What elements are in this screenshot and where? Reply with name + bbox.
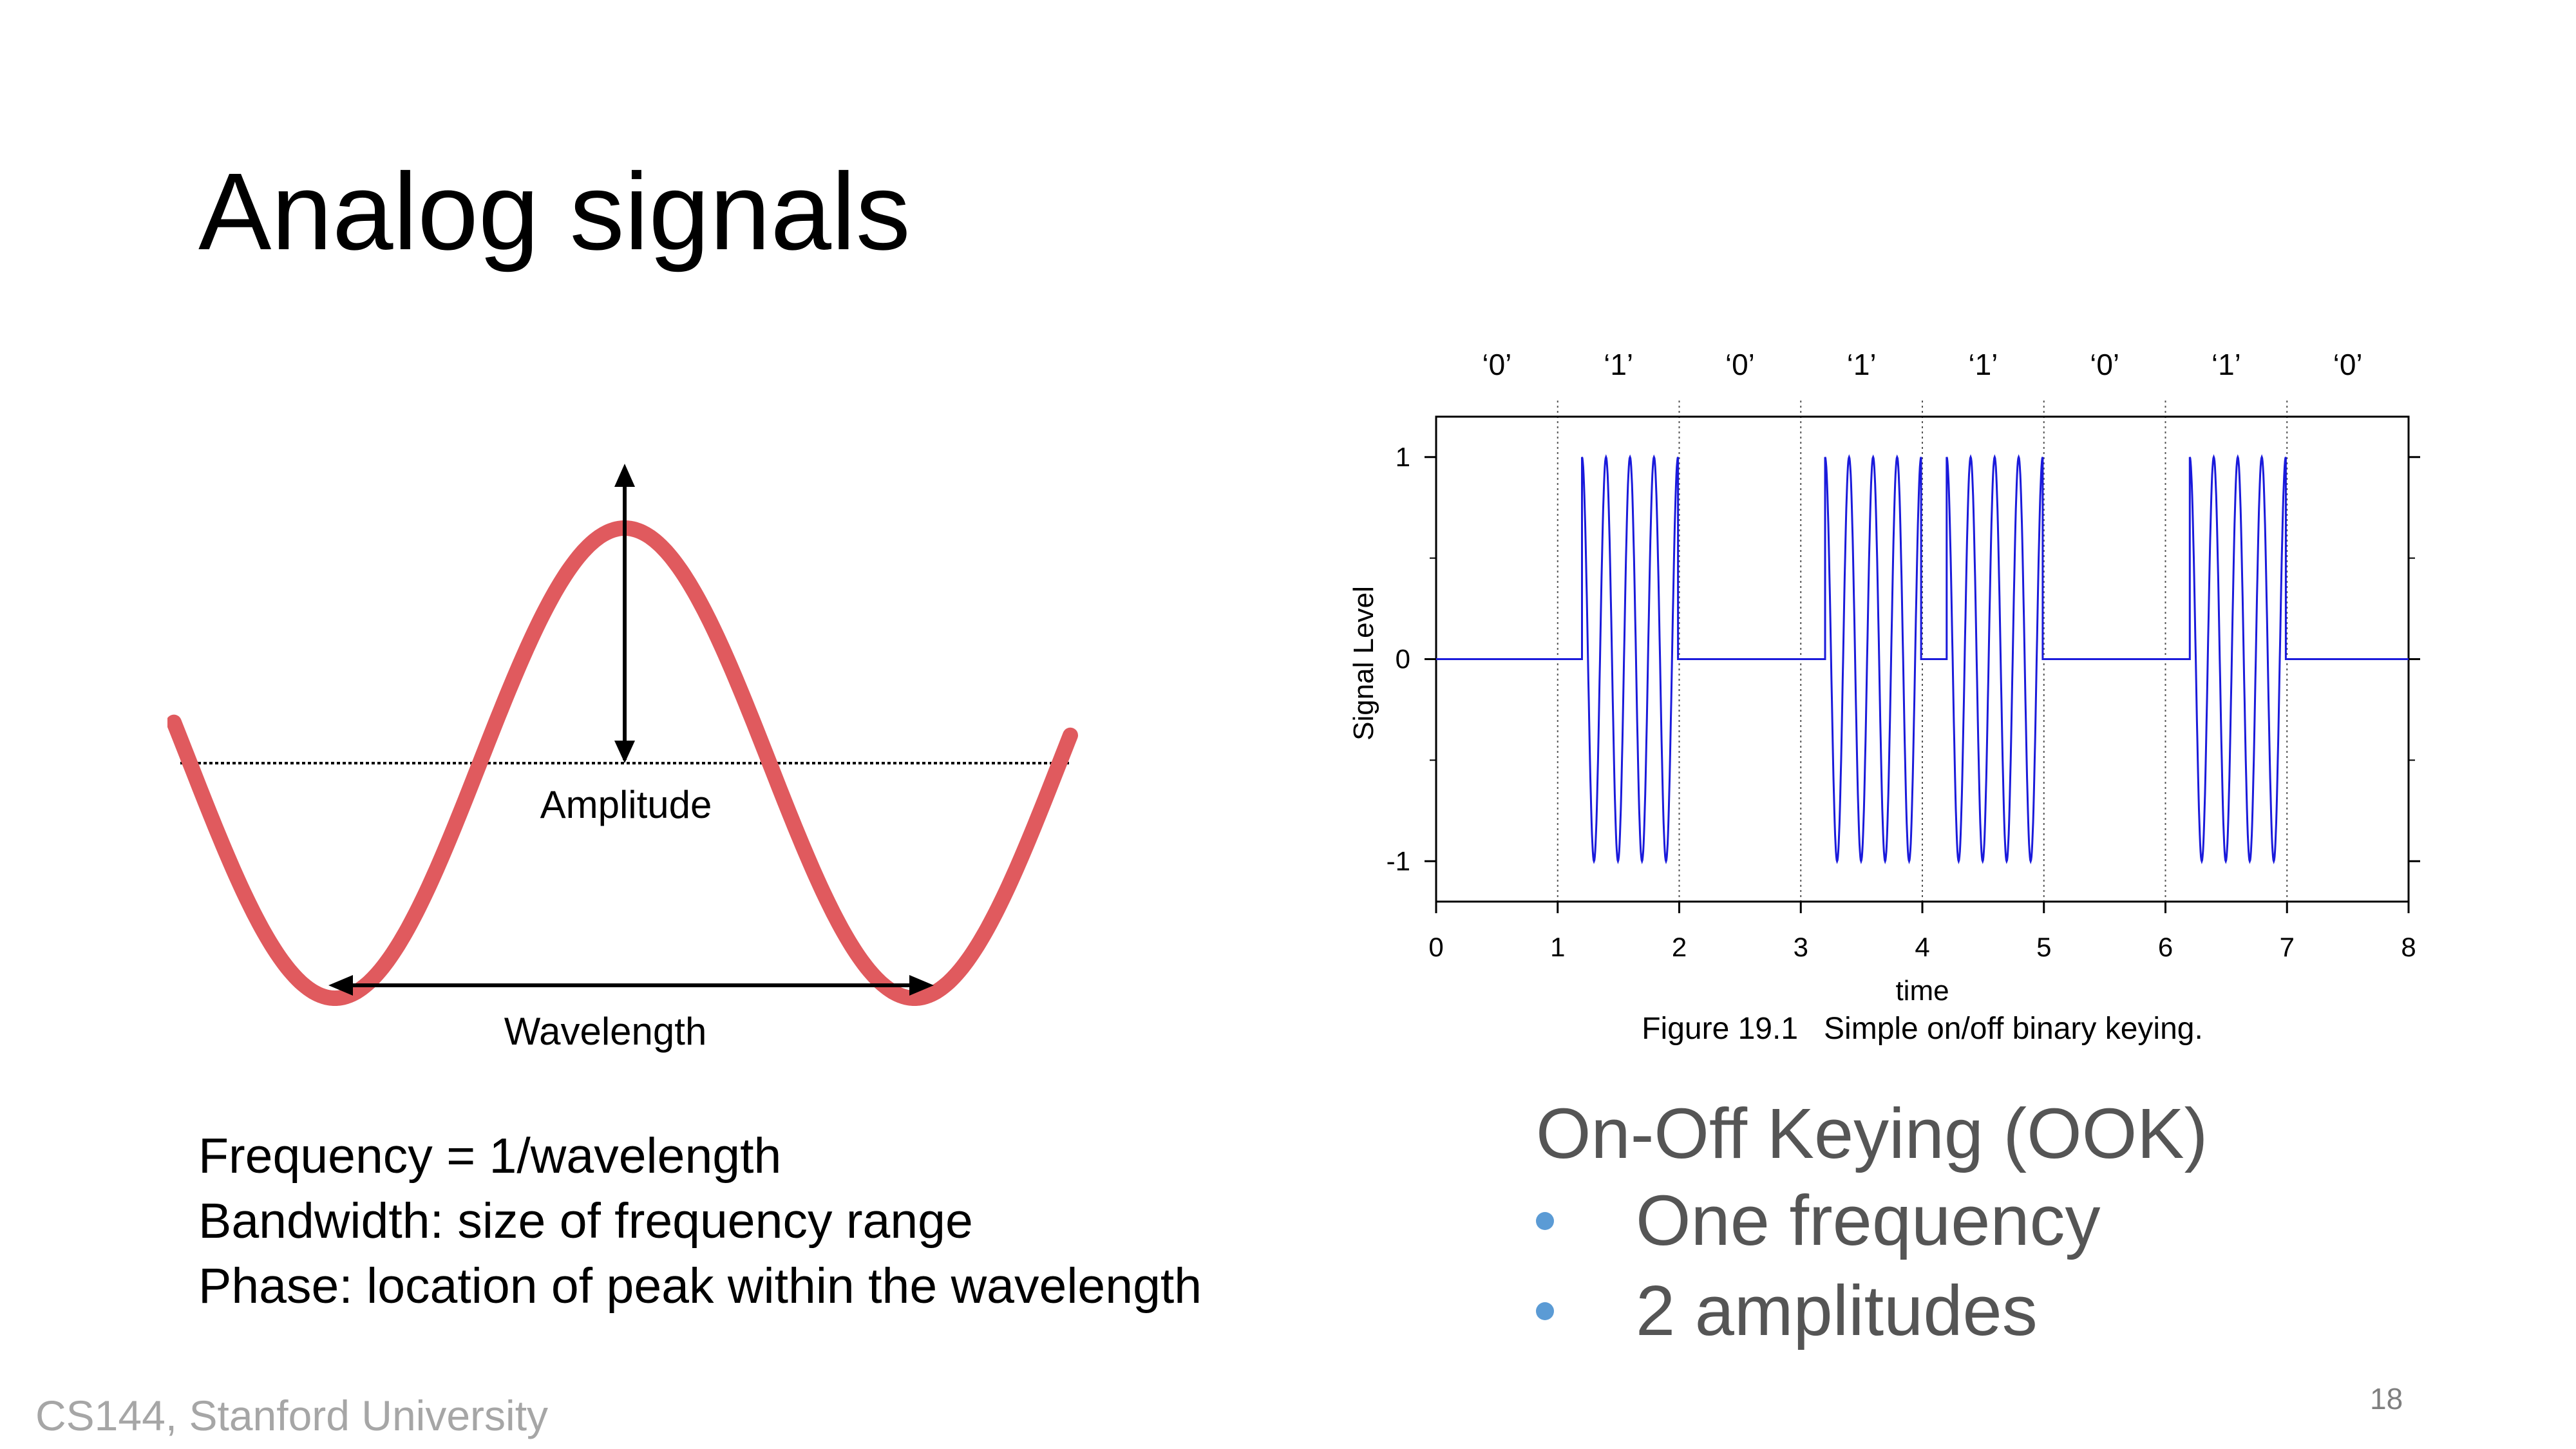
y-tick-label: 1	[1396, 442, 1410, 472]
wavelength-arrow-head-right	[909, 975, 934, 996]
x-tick-label: 6	[2158, 932, 2173, 962]
ook-bullet-text: 2 amplitudes	[1636, 1271, 2038, 1350]
x-tick-label: 4	[1915, 932, 1929, 962]
y-axis-label: Signal Level	[1348, 586, 1379, 741]
footer-text: CS144, Stanford University	[35, 1392, 549, 1439]
wavelength-label: Wavelength	[504, 1010, 707, 1053]
ook-signal-line	[1436, 454, 2409, 865]
definition-phase: Phase: location of peak within the wavel…	[198, 1258, 1202, 1314]
slide-number: 18	[2370, 1382, 2403, 1416]
amplitude-label: Amplitude	[540, 783, 712, 826]
sine-wave-diagram: Amplitude Wavelength	[167, 464, 1078, 1053]
definition-frequency: Frequency = 1/wavelength	[198, 1128, 782, 1184]
bit-label: ‘1’	[1604, 348, 1633, 381]
ook-chart: 0 1 2 3 4 5 6 7 8 1 0 -1 ‘0’ ‘1’ ‘0’ ‘1’ ‘1’ ‘0’ ‘1’ ‘0’ t…	[1348, 348, 2420, 1046]
bit-label: ‘1’	[1968, 348, 1998, 381]
x-tick-label: 3	[1794, 932, 1808, 962]
bit-label: ‘0’	[2090, 348, 2119, 381]
bit-label: ‘0’	[1725, 348, 1755, 381]
x-tick-label: 5	[2036, 932, 2051, 962]
definitions-list: Frequency = 1/wavelength Bandwidth: size…	[198, 1124, 1202, 1319]
bullet-dot-icon	[1536, 1302, 1554, 1320]
x-tick-label: 1	[1550, 932, 1565, 962]
y-tick-label: 0	[1396, 644, 1410, 674]
sine-wave	[167, 520, 1078, 1006]
bullet-dot-icon	[1536, 1212, 1554, 1230]
figure-caption: Figure 19.1 Simple on/off binary keying.	[1642, 1012, 2203, 1046]
ook-bullet-text: One frequency	[1636, 1181, 2101, 1260]
x-tick-label: 2	[1672, 932, 1687, 962]
bit-label: ‘1’	[2211, 348, 2241, 381]
definition-bandwidth: Bandwidth: size of frequency range	[198, 1193, 973, 1249]
bit-label: ‘0’	[1482, 348, 1511, 381]
x-tick-label: 7	[2280, 932, 2295, 962]
ook-heading: On-Off Keying (OOK)	[1536, 1094, 2208, 1173]
amplitude-arrow-head-top	[614, 464, 635, 487]
amplitude-arrow-head-bottom	[614, 741, 635, 763]
x-tick-label: 0	[1428, 932, 1443, 962]
slide-title: Analog signals	[198, 151, 911, 273]
x-axis-label: time	[1895, 975, 1949, 1007]
wavelength-arrow-head-left	[328, 975, 353, 996]
y-tick-label: -1	[1387, 846, 1410, 876]
x-tick-label: 8	[2401, 932, 2416, 962]
bit-label: ‘0’	[2333, 348, 2363, 381]
bit-label: ‘1’	[1847, 348, 1877, 381]
